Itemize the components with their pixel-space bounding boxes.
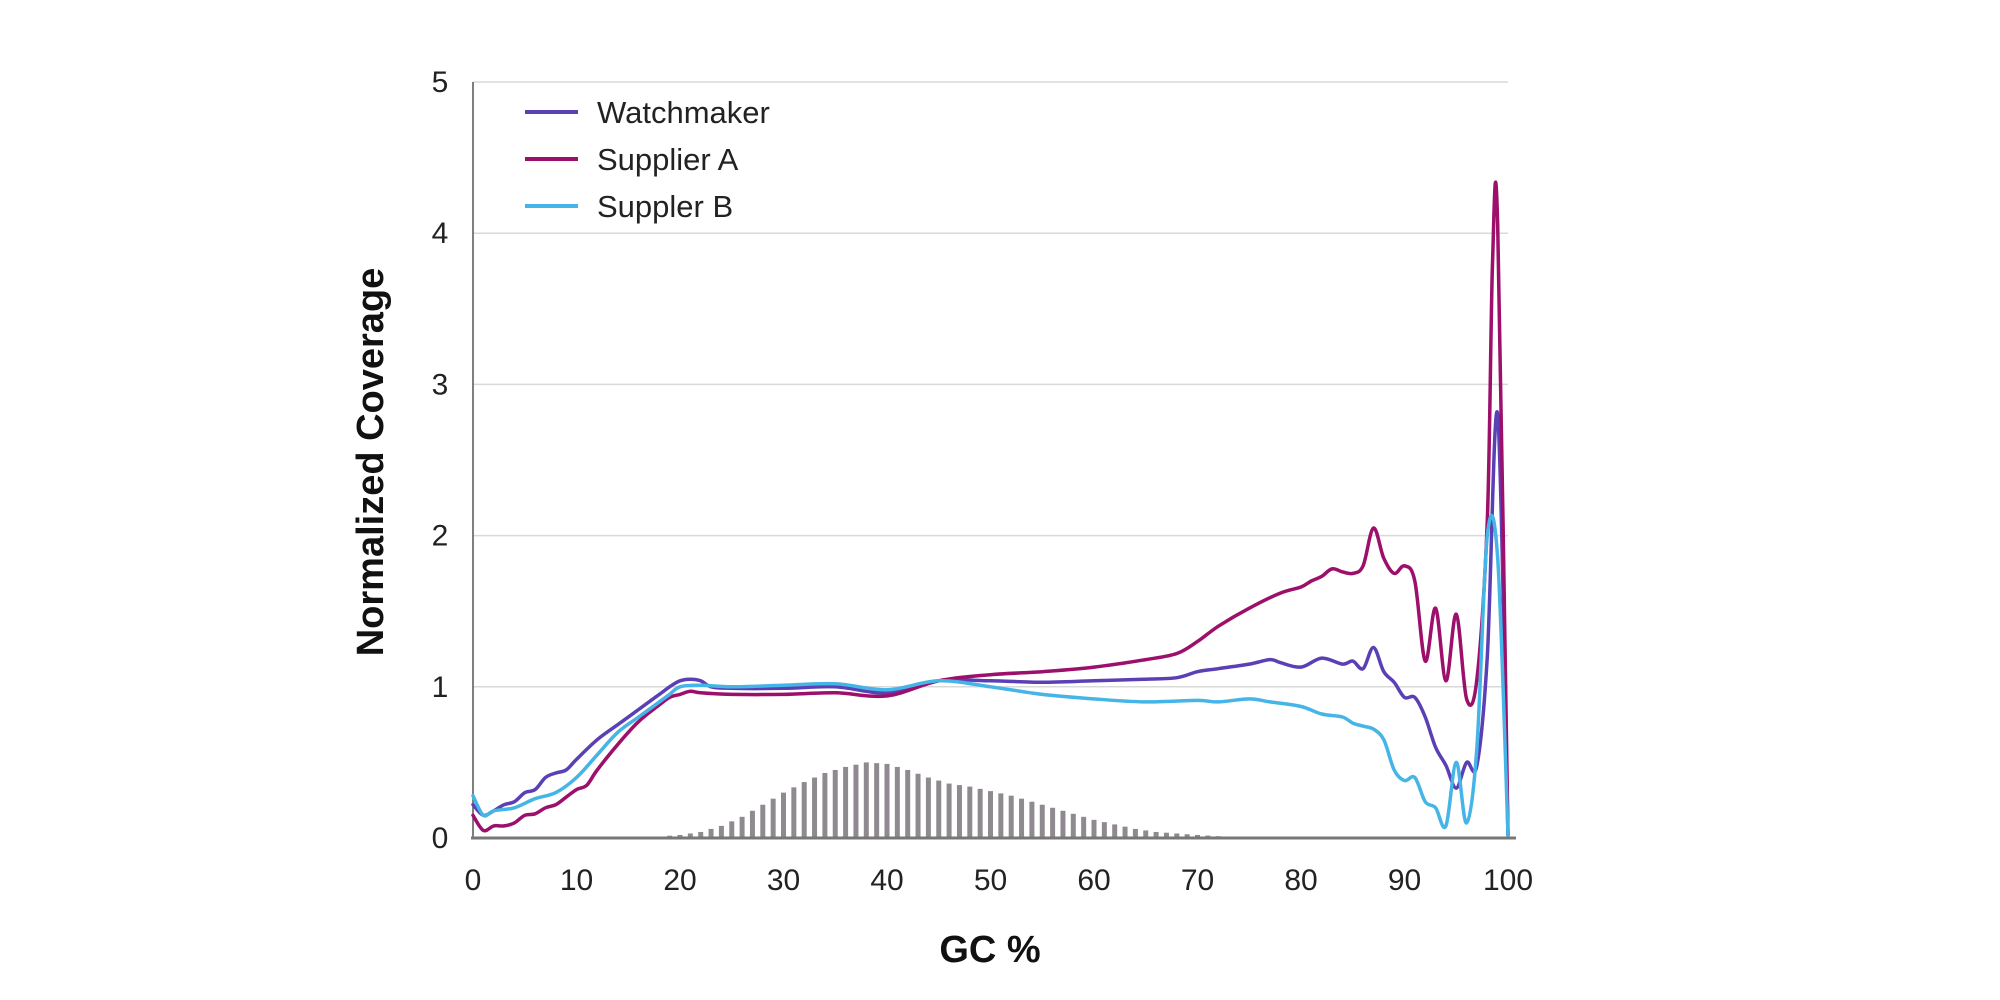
distribution-bar [687, 833, 693, 838]
x-tick-label: 90 [1388, 864, 1421, 897]
distribution-bar [1101, 822, 1107, 838]
distribution-bar [708, 828, 714, 838]
y-tick-labels: 0 1 2 3 4 5 [432, 66, 449, 855]
distribution-bar [1060, 810, 1066, 838]
y-tick-label: 1 [432, 671, 449, 704]
distribution-bar [1122, 826, 1128, 838]
series-line-suppler-b [471, 513, 1510, 837]
distribution-bar [843, 766, 849, 838]
distribution-bar [1019, 798, 1025, 838]
distribution-bar [988, 791, 993, 838]
distribution-bar [894, 766, 900, 838]
distribution-bar [698, 831, 704, 838]
distribution-bar [791, 787, 797, 838]
x-tick-label: 100 [1483, 864, 1533, 897]
distribution-bar [1008, 795, 1014, 838]
legend-label: Suppler B [597, 189, 733, 224]
x-axis-title: GC % [939, 929, 1040, 971]
distribution-bar [718, 825, 724, 838]
y-tick-label: 4 [432, 217, 449, 250]
distribution-bar [874, 763, 880, 838]
x-tick-label: 0 [465, 864, 482, 897]
distribution-bar [1153, 831, 1159, 838]
series-line-watchmaker [471, 410, 1510, 837]
y-tick-label: 3 [432, 368, 449, 401]
grid-lines [473, 81, 1508, 688]
x-tick-label: 50 [974, 864, 1007, 897]
distribution-bar [967, 786, 973, 838]
distribution-bar [863, 762, 869, 838]
x-tick-label: 60 [1077, 864, 1110, 897]
distribution-bar [884, 763, 890, 838]
distribution-bar [853, 764, 859, 838]
legend-label: Supplier A [597, 142, 739, 177]
axes [471, 82, 1516, 840]
y-tick-label: 0 [432, 822, 449, 855]
legend-label: Watchmaker [597, 95, 770, 130]
series-line-supplier-a [471, 180, 1510, 837]
distribution-bar [1070, 813, 1076, 838]
distribution-bar [1081, 816, 1087, 838]
x-tick-label: 70 [1181, 864, 1214, 897]
x-tick-label: 30 [767, 864, 800, 897]
distribution-bar [1195, 834, 1200, 838]
distribution-bar [1091, 819, 1097, 838]
gc-distribution-bars [646, 762, 1252, 838]
distribution-bar [936, 780, 942, 838]
distribution-bar [812, 777, 818, 838]
x-tick-labels: 0 10 20 30 40 50 60 70 80 90 100 [465, 864, 1533, 897]
distribution-bar [1184, 834, 1190, 838]
x-tick-label: 80 [1284, 864, 1317, 897]
legend: Watchmaker Supplier A Suppler B [525, 95, 770, 224]
distribution-bar [822, 772, 828, 838]
distribution-bar [946, 783, 952, 838]
x-tick-label: 10 [560, 864, 593, 897]
distribution-bar [760, 804, 766, 838]
distribution-bar [905, 769, 911, 838]
distribution-bar [1132, 828, 1138, 838]
distribution-bar [1029, 801, 1035, 838]
distribution-bar [1039, 804, 1045, 838]
distribution-bar [1112, 824, 1118, 838]
y-axis-title: Normalized Coverage [350, 268, 392, 657]
y-tick-label: 5 [432, 66, 449, 99]
distribution-bar [749, 810, 755, 838]
distribution-bar [977, 788, 983, 838]
distribution-bar [956, 785, 962, 838]
distribution-bar [1163, 832, 1169, 838]
series-lines [471, 180, 1510, 837]
distribution-bar [1174, 833, 1180, 838]
distribution-bar [915, 773, 921, 838]
distribution-bar [1050, 807, 1056, 838]
distribution-bar [781, 792, 786, 838]
distribution-bar [801, 782, 807, 838]
distribution-bar [677, 834, 683, 838]
distribution-bar [1143, 830, 1149, 838]
distribution-bar [925, 777, 931, 838]
distribution-bar [770, 798, 776, 838]
distribution-bar [998, 793, 1004, 838]
x-tick-label: 20 [663, 864, 696, 897]
y-tick-label: 2 [432, 520, 449, 553]
distribution-bar [739, 816, 745, 838]
distribution-bar [729, 821, 735, 838]
distribution-bar [832, 769, 838, 838]
x-tick-label: 40 [870, 864, 903, 897]
